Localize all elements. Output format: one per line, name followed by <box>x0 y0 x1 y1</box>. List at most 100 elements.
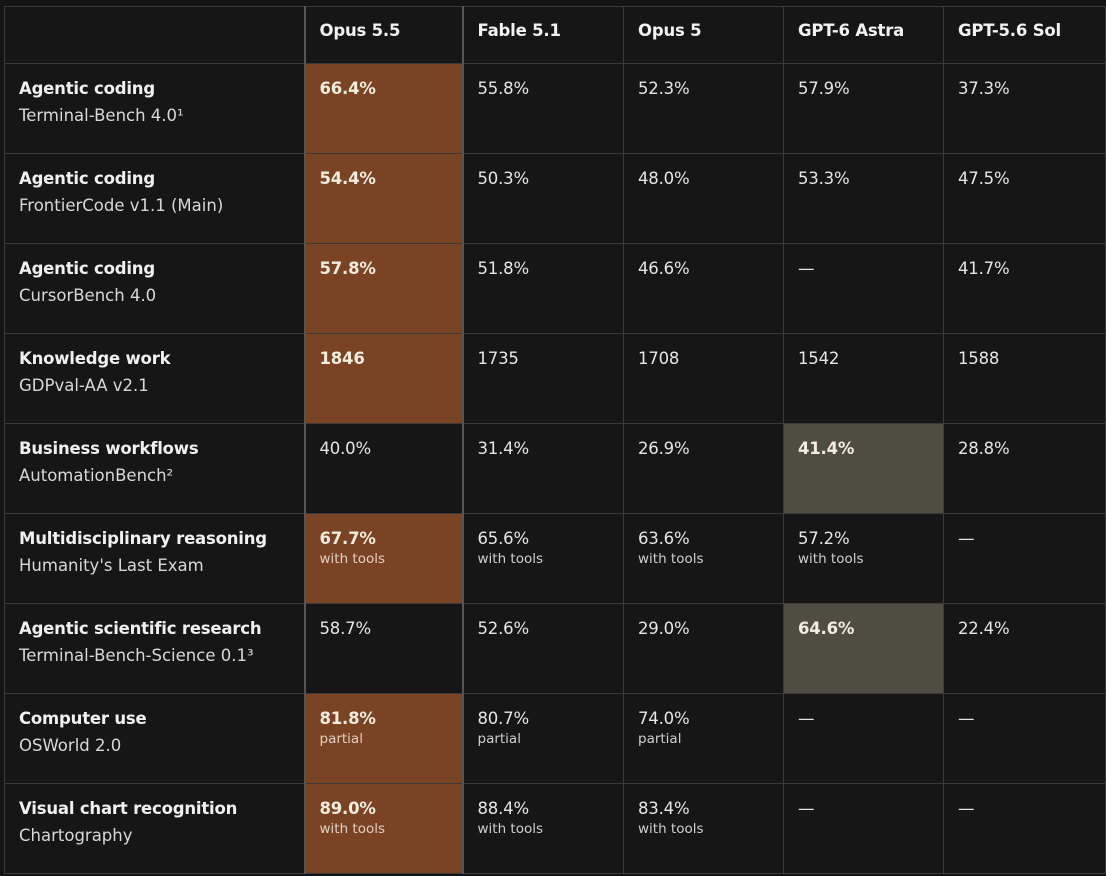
cell-value: 52.3% <box>638 79 690 98</box>
cell-value: 83.4% <box>638 799 690 818</box>
row-benchmark: Terminal-Bench-Science 0.1³ <box>19 646 254 665</box>
value-cell-gpt-6-astra: — <box>783 783 944 874</box>
cell-value: 31.4% <box>477 439 530 458</box>
value-cell-opus-5-5: 57.8% <box>303 243 464 334</box>
value-cell-gpt-6-astra: 1542 <box>783 333 944 424</box>
value-cell-opus-5-5: 67.7% with tools <box>303 513 464 604</box>
value-cell-opus-5: 52.3% <box>623 63 784 154</box>
value-cell-gpt-6-astra: 53.3% <box>783 153 944 244</box>
cell-note: with tools <box>477 551 544 567</box>
row-category: Knowledge work <box>19 349 171 368</box>
value-cell-fable-5-1: 31.4% <box>462 423 624 514</box>
cell-value: 40.0% <box>319 439 372 458</box>
cell-value: 1735 <box>477 349 519 368</box>
cell-value: 74.0% <box>638 709 690 728</box>
cell-value: 57.9% <box>798 79 850 98</box>
cell-value: — <box>958 529 975 548</box>
cell-note: partial <box>319 731 363 747</box>
table-row: Agentic coding Terminal-Bench 4.0¹ 66.4% 55… <box>4 63 1106 154</box>
cell-value: 54.4% <box>319 169 376 188</box>
cell-value: 64.6% <box>798 619 855 638</box>
cell-value: 63.6% <box>638 529 690 548</box>
table-row: Agentic scientific research Terminal-Benc… <box>4 603 1106 694</box>
value-cell-fable-5-1: 65.6% with tools <box>462 513 624 604</box>
column-header-gpt-6-astra: GPT-6 Astra <box>783 6 944 64</box>
cell-value: 67.7% <box>319 529 376 548</box>
value-cell-gpt-5-6-sol: — <box>943 783 1106 874</box>
cell-value: — <box>958 709 975 728</box>
value-cell-opus-5-5: 54.4% <box>303 153 464 244</box>
cell-note: with tools <box>798 551 864 567</box>
value-cell-gpt-5-6-sol: 22.4% <box>943 603 1106 694</box>
cell-value: 41.4% <box>798 439 855 458</box>
column-header-gpt-5-6-sol: GPT-5.6 Sol <box>943 6 1106 64</box>
row-category: Multidisciplinary reasoning <box>19 529 267 548</box>
value-cell-fable-5-1: 80.7% partial <box>462 693 624 784</box>
value-cell-gpt-6-astra: 57.2% with tools <box>783 513 944 604</box>
value-cell-opus-5-5: 89.0% with tools <box>303 783 464 874</box>
value-cell-gpt-5-6-sol: 1588 <box>943 333 1106 424</box>
column-header-opus-5: Opus 5 <box>623 6 784 64</box>
table-row: Multidisciplinary reasoning Humanity's La… <box>4 513 1106 604</box>
value-cell-gpt-5-6-sol: — <box>943 693 1106 784</box>
value-cell-fable-5-1: 1735 <box>462 333 624 424</box>
value-cell-opus-5: 26.9% <box>623 423 784 514</box>
row-label-cell: Visual chart recognition Chartography <box>4 783 305 874</box>
value-cell-gpt-6-astra: — <box>783 243 944 334</box>
value-cell-fable-5-1: 55.8% <box>462 63 624 154</box>
row-benchmark: CursorBench 4.0 <box>19 286 157 305</box>
header-corner-cell <box>4 6 305 64</box>
row-benchmark: Terminal-Bench 4.0¹ <box>19 106 184 125</box>
cell-value: 55.8% <box>477 79 530 98</box>
value-cell-gpt-5-6-sol: 28.8% <box>943 423 1106 514</box>
cell-note: with tools <box>477 821 544 837</box>
cell-value: 28.8% <box>958 439 1010 458</box>
cell-value: 58.7% <box>319 619 372 638</box>
value-cell-fable-5-1: 52.6% <box>462 603 624 694</box>
row-category: Visual chart recognition <box>19 799 238 818</box>
cell-value: 1588 <box>958 349 1000 368</box>
cell-value: 57.2% <box>798 529 850 548</box>
value-cell-gpt-6-astra: 64.6% <box>783 603 944 694</box>
cell-value: 52.6% <box>477 619 530 638</box>
cell-value: 48.0% <box>638 169 690 188</box>
table-row: Agentic coding CursorBench 4.0 57.8% 51.8% 4… <box>4 243 1106 334</box>
cell-value: 89.0% <box>319 799 376 818</box>
cell-value: 1708 <box>638 349 680 368</box>
benchmark-table: Opus 5.5 Fable 5.1 Opus 5 GPT-6 Astra GPT-5.… <box>4 6 1106 874</box>
cell-note: with tools <box>638 821 704 837</box>
cell-value: 51.8% <box>477 259 530 278</box>
cell-value: 66.4% <box>319 79 376 98</box>
row-label-cell: Computer use OSWorld 2.0 <box>4 693 305 784</box>
cell-value: 81.8% <box>319 709 376 728</box>
value-cell-opus-5-5: 66.4% <box>303 63 464 154</box>
row-category: Agentic coding <box>19 169 155 188</box>
cell-value: 57.8% <box>319 259 376 278</box>
value-cell-opus-5: 46.6% <box>623 243 784 334</box>
row-category: Agentic coding <box>19 259 155 278</box>
row-category: Business workflows <box>19 439 199 458</box>
value-cell-opus-5-5: 1846 <box>303 333 464 424</box>
value-cell-gpt-5-6-sol: — <box>943 513 1106 604</box>
row-category: Computer use <box>19 709 147 728</box>
table-row: Business workflows AutomationBench² 40.0% 3… <box>4 423 1106 514</box>
table-row: Visual chart recognition Chartography 89.0… <box>4 783 1106 874</box>
cell-value: 1542 <box>798 349 840 368</box>
value-cell-opus-5: 74.0% partial <box>623 693 784 784</box>
value-cell-opus-5-5: 58.7% <box>303 603 464 694</box>
row-benchmark: Humanity's Last Exam <box>19 556 204 575</box>
cell-value: 88.4% <box>477 799 530 818</box>
table-row: Computer use OSWorld 2.0 81.8% partial 80.7%… <box>4 693 1106 784</box>
cell-note: with tools <box>319 551 386 567</box>
header-row: Opus 5.5 Fable 5.1 Opus 5 GPT-6 Astra GPT-5.… <box>4 6 1106 64</box>
table-row: Knowledge work GDPval-AA v2.1 1846 1735 1708… <box>4 333 1106 424</box>
value-cell-gpt-5-6-sol: 47.5% <box>943 153 1106 244</box>
cell-value: 41.7% <box>958 259 1010 278</box>
value-cell-opus-5-5: 81.8% partial <box>303 693 464 784</box>
row-category: Agentic scientific research <box>19 619 262 638</box>
cell-value: — <box>958 799 975 818</box>
row-label-cell: Agentic coding FrontierCode v1.1 (Main) <box>4 153 305 244</box>
cell-value: 50.3% <box>477 169 530 188</box>
row-benchmark: Chartography <box>19 826 133 845</box>
value-cell-gpt-6-astra: 57.9% <box>783 63 944 154</box>
